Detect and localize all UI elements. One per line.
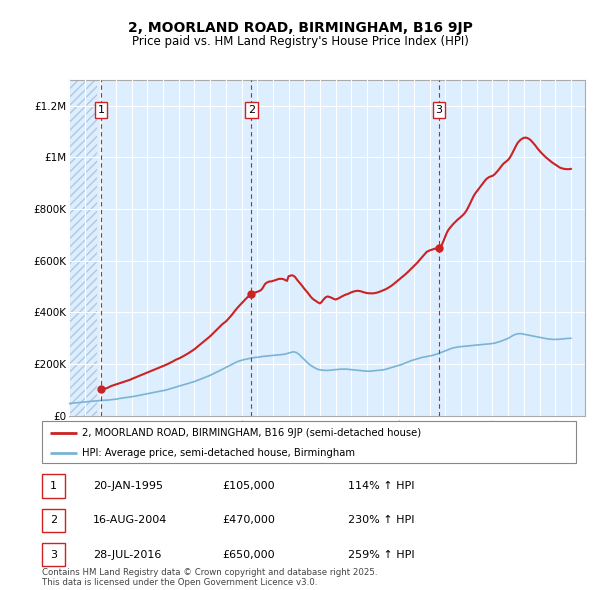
Text: 3: 3 [50, 550, 57, 559]
Text: 1: 1 [98, 105, 104, 115]
Text: 2: 2 [248, 105, 255, 115]
Text: 1: 1 [50, 481, 57, 491]
Text: 2: 2 [50, 516, 57, 525]
Text: 16-AUG-2004: 16-AUG-2004 [93, 516, 167, 525]
Text: 230% ↑ HPI: 230% ↑ HPI [348, 516, 415, 525]
Text: 114% ↑ HPI: 114% ↑ HPI [348, 481, 415, 491]
Text: Contains HM Land Registry data © Crown copyright and database right 2025.
This d: Contains HM Land Registry data © Crown c… [42, 568, 377, 587]
Text: £650,000: £650,000 [222, 550, 275, 559]
Text: 20-JAN-1995: 20-JAN-1995 [93, 481, 163, 491]
Text: 28-JUL-2016: 28-JUL-2016 [93, 550, 161, 559]
Text: 2, MOORLAND ROAD, BIRMINGHAM, B16 9JP: 2, MOORLAND ROAD, BIRMINGHAM, B16 9JP [128, 21, 472, 35]
Text: £470,000: £470,000 [222, 516, 275, 525]
FancyBboxPatch shape [42, 421, 576, 463]
Text: 2, MOORLAND ROAD, BIRMINGHAM, B16 9JP (semi-detached house): 2, MOORLAND ROAD, BIRMINGHAM, B16 9JP (s… [82, 428, 421, 438]
Text: Price paid vs. HM Land Registry's House Price Index (HPI): Price paid vs. HM Land Registry's House … [131, 35, 469, 48]
Text: 3: 3 [436, 105, 442, 115]
Text: HPI: Average price, semi-detached house, Birmingham: HPI: Average price, semi-detached house,… [82, 448, 355, 457]
Text: 259% ↑ HPI: 259% ↑ HPI [348, 550, 415, 559]
Text: £105,000: £105,000 [222, 481, 275, 491]
